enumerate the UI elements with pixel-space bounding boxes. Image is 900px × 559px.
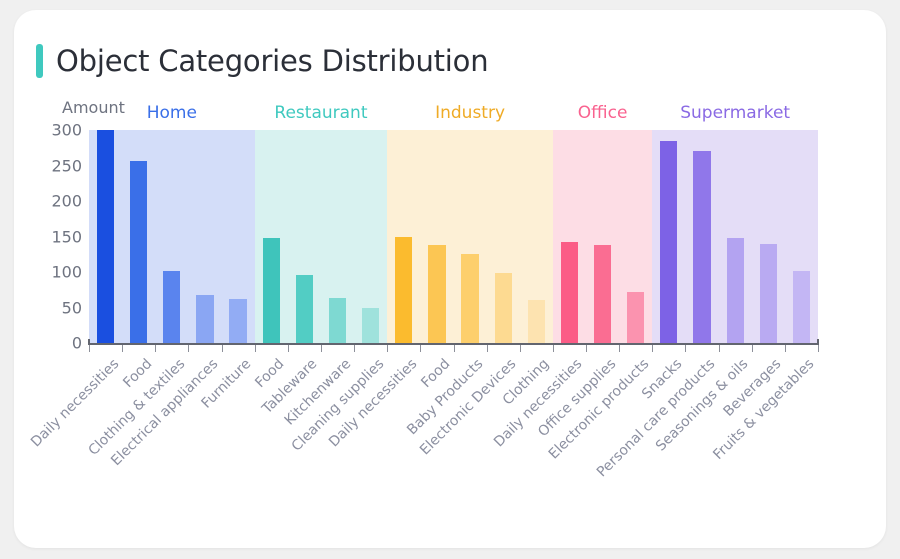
bar[interactable] xyxy=(96,130,115,343)
bar[interactable] xyxy=(362,307,380,343)
bar[interactable] xyxy=(229,298,247,343)
plot-area: Home Restaurant Industry Office Supermarket xyxy=(89,103,818,343)
page-title: Object Categories Distribution xyxy=(36,42,489,80)
bar[interactable] xyxy=(328,298,347,343)
bar[interactable] xyxy=(660,140,678,343)
bar[interactable] xyxy=(428,245,446,343)
bar[interactable] xyxy=(494,273,512,343)
y-axis-right-cap xyxy=(817,339,819,345)
bar[interactable] xyxy=(627,291,645,343)
bar[interactable] xyxy=(196,295,214,343)
x-tick-mark xyxy=(354,345,356,352)
y-axis-title: Amount xyxy=(62,98,125,117)
x-axis-line xyxy=(88,343,819,345)
x-tick-mark xyxy=(552,345,554,352)
x-tick-mark xyxy=(718,345,720,352)
x-tick-mark xyxy=(89,345,90,352)
bar-chart: 0 50 100 150 200 250 300 Home Restaurant Industr… xyxy=(14,10,886,548)
group-label-restaurant: Restaurant xyxy=(274,103,368,123)
y-tick-label: 250 xyxy=(51,156,82,175)
x-tick-mark xyxy=(420,345,422,352)
group-label-office: Office xyxy=(577,103,628,123)
chart-card: Object Categories Distribution Amount 0 5… xyxy=(14,10,886,548)
x-tick-mark xyxy=(320,345,322,352)
bar[interactable] xyxy=(295,274,313,343)
x-tick-mark xyxy=(519,345,521,352)
title-accent-bar xyxy=(36,44,43,78)
x-tick-mark xyxy=(287,345,289,352)
y-tick-label: 150 xyxy=(51,227,82,246)
bar[interactable] xyxy=(395,236,413,343)
x-tick-mark xyxy=(685,345,687,352)
x-tick-mark xyxy=(155,345,157,352)
title-text: Object Categories Distribution xyxy=(56,44,489,78)
x-tick-mark xyxy=(188,345,190,352)
bar[interactable] xyxy=(693,151,711,343)
group-label-supermarket: Supermarket xyxy=(680,103,791,123)
bar[interactable] xyxy=(461,254,479,343)
group-label-home: Home xyxy=(146,103,197,123)
x-tick-mark xyxy=(122,345,124,352)
y-axis-left-cap xyxy=(88,339,90,345)
x-tick-mark xyxy=(619,345,621,352)
bar[interactable] xyxy=(593,245,612,343)
y-tick-label: 300 xyxy=(51,120,82,140)
x-tick-mark xyxy=(221,345,223,352)
x-tick-mark xyxy=(751,345,753,352)
y-tick-label: 200 xyxy=(51,191,82,211)
x-tick-mark xyxy=(818,345,819,352)
bar[interactable] xyxy=(130,161,148,343)
group-label-industry: Industry xyxy=(435,103,506,123)
y-tick-label: 50 xyxy=(61,298,82,317)
bar[interactable] xyxy=(262,237,280,343)
bar[interactable] xyxy=(792,271,811,343)
x-tick-mark xyxy=(387,345,389,352)
x-tick-mark xyxy=(784,345,786,352)
x-tick-mark xyxy=(453,345,455,352)
bar[interactable] xyxy=(759,244,777,343)
x-tick-mark xyxy=(586,345,588,352)
bar[interactable] xyxy=(527,299,545,343)
bar[interactable] xyxy=(560,242,579,343)
y-axis-tick-labels: 0 50 100 150 200 250 300 xyxy=(34,121,82,353)
x-tick-mark xyxy=(254,345,256,352)
bar[interactable] xyxy=(163,271,181,343)
x-tick-mark xyxy=(486,345,488,352)
bar[interactable] xyxy=(726,237,744,343)
y-tick-label: 0 xyxy=(71,333,82,353)
y-tick-label: 100 xyxy=(51,262,82,282)
x-tick-mark xyxy=(652,345,654,352)
